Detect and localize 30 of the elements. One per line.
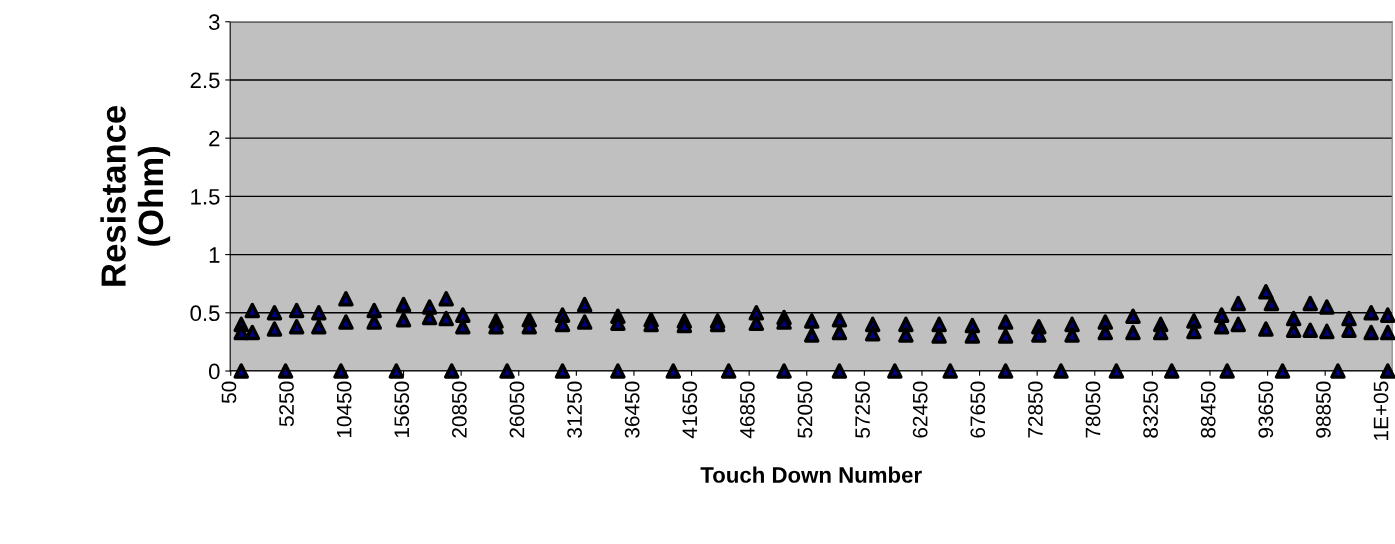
x-tick-label: 46850 bbox=[740, 381, 755, 439]
y-tick-label: 1.5 bbox=[191, 189, 220, 205]
x-tick-label: 20850 bbox=[451, 381, 467, 438]
x-tick-label: 15650 bbox=[394, 381, 410, 438]
x-tick-label: 10450 bbox=[336, 381, 352, 438]
x-tick-label: 31250 bbox=[567, 381, 582, 438]
x-tick-label: 93650 bbox=[1258, 381, 1274, 438]
x-tick-label: 26050 bbox=[509, 381, 525, 438]
y-tick-label: 0 bbox=[208, 363, 220, 380]
x-tick-label: 50 bbox=[221, 381, 237, 404]
y-tick-label: 3 bbox=[208, 14, 220, 31]
y-tick-label: 1 bbox=[209, 247, 220, 263]
x-tick-label: 72850 bbox=[1028, 381, 1043, 438]
x-tick-label: 41650 bbox=[682, 381, 698, 439]
x-tick-label: 1E+05 bbox=[1373, 381, 1389, 440]
y-tick-label: 2 bbox=[209, 130, 220, 147]
y-tick-label: 2.5 bbox=[190, 72, 220, 89]
x-tick-label: 52050 bbox=[797, 381, 813, 438]
x-axis-title: Touch Down Number bbox=[700, 466, 922, 483]
x-tick-label: 83250 bbox=[1143, 381, 1158, 438]
x-tick-label: 36450 bbox=[624, 381, 640, 438]
x-tick-label: 5250 bbox=[279, 381, 294, 427]
x-tick-label: 67650 bbox=[970, 381, 986, 438]
y-axis-title: Resistance (Ohm) bbox=[100, 105, 171, 286]
x-tick-label: 62450 bbox=[912, 381, 928, 438]
x-tick-label: 78050 bbox=[1085, 381, 1101, 438]
x-tick-label: 57250 bbox=[855, 381, 870, 438]
x-tick-label: 88450 bbox=[1200, 381, 1216, 438]
y-tick-label: 0.5 bbox=[190, 305, 220, 322]
x-tick-label: 98850 bbox=[1316, 381, 1331, 438]
